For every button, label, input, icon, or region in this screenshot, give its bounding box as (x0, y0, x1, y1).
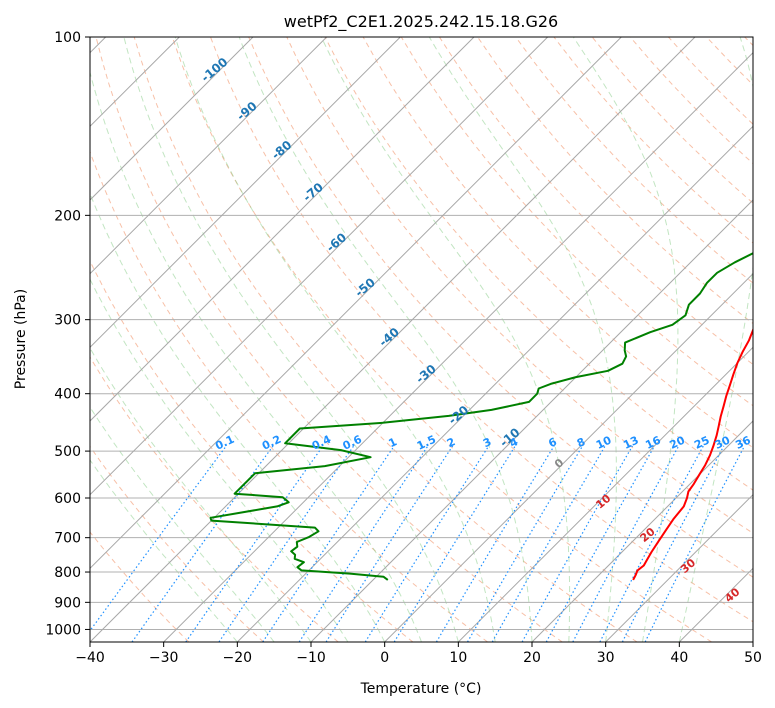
x-axis-ticks: −40 −30 −20 −10 0 10 20 30 40 50 (75, 642, 762, 666)
isotherm-line (90, 37, 254, 201)
y-tick-label: 300 (54, 313, 81, 329)
background-adiabats (90, 37, 753, 642)
dry-adiabat-line (95, 37, 563, 642)
mixing-ratio-line (131, 445, 274, 642)
temperature-profile-line (632, 327, 753, 581)
mixing-ratio-line (466, 445, 584, 642)
isotherm-line (457, 346, 753, 642)
dry-adiabat-line (515, 37, 753, 284)
moist-adiabat-line (90, 70, 422, 642)
moist-adiabat-line (123, 37, 459, 642)
mixing-ratio-label: 25 (692, 434, 711, 452)
dry-adiabat-line (90, 531, 190, 642)
moist-adiabat-line (90, 406, 275, 642)
mixing-ratio-line (644, 445, 746, 642)
plot-frame (89, 36, 754, 643)
chart-title: wetPf2_C2E1.2025.242.15.18.G26 (284, 12, 558, 32)
mixing-ratio-line (545, 445, 656, 642)
mixing-ratio-line (621, 445, 725, 642)
y-tick-label: 200 (54, 208, 81, 224)
mixing-ratio-line (435, 445, 555, 642)
y-tick-label: 600 (54, 491, 81, 507)
x-tick-label: 20 (523, 650, 541, 666)
dry-adiabat-line (210, 37, 753, 623)
x-tick-label: −40 (75, 650, 105, 666)
plot-area: -100-90-80-70-60-50-40-30-20-100.1 0.2 0.4… (90, 37, 753, 642)
profile-series (209, 252, 753, 581)
y-tick-label: 700 (54, 531, 81, 547)
dewpoint-profile-line (209, 252, 753, 581)
moist-adiabat-line (678, 37, 753, 642)
moist-adiabat-line (238, 37, 533, 642)
moist-adiabat-line (90, 459, 238, 642)
dry-adiabat-line (90, 150, 488, 642)
mixing-ratio-line (185, 445, 324, 642)
dry-adiabat-line (248, 37, 753, 578)
y-tick-label: 800 (54, 565, 81, 581)
y-tick-label: 100 (54, 30, 81, 46)
y-axis-label: Pressure (hPa) (13, 289, 29, 389)
mixing-ratio-line (325, 445, 454, 642)
mixing-ratio-label: 20 (668, 433, 688, 451)
mixing-ratio-label: 16 (643, 433, 663, 451)
isotherm-line (236, 125, 753, 642)
mixing-ratio-line (218, 445, 355, 642)
x-tick-label: −20 (223, 650, 253, 666)
moist-adiabat-line (90, 192, 386, 642)
skewed-isotherms (90, 37, 753, 642)
y-tick-label: 500 (54, 444, 81, 460)
y-axis-ticks: 1000 900 800 700 600 500 400 300 200 100 (45, 30, 90, 638)
isotherm-line (90, 37, 696, 642)
x-tick-label: −30 (149, 650, 179, 666)
x-tick-label: −10 (296, 650, 326, 666)
mixing-ratio-label: 10 (594, 433, 614, 451)
isotherm-line (384, 272, 753, 642)
dry-adiabat-line (133, 37, 638, 642)
mixing-ratio-line (521, 445, 634, 642)
isotherm-line (90, 37, 328, 275)
mixing-ratio-line (262, 445, 395, 642)
dry-adiabat-line (171, 37, 712, 642)
mixing-ratio-lines (90, 445, 746, 642)
mixing-ratio-line (393, 445, 516, 642)
dry-adiabat-line (90, 356, 339, 642)
x-tick-label: 10 (449, 650, 467, 666)
moist-adiabat-line (320, 37, 571, 642)
mixing-ratio-label: 36 (733, 433, 753, 451)
x-tick-label: 0 (380, 650, 389, 666)
isotherm-line (90, 37, 401, 349)
mixing-ratio-line (364, 445, 490, 642)
moist-adiabat-line (572, 37, 679, 642)
x-tick-label: 30 (597, 650, 615, 666)
isotherm-line (163, 51, 753, 642)
x-tick-label: 40 (670, 650, 688, 666)
isotherm-line (90, 37, 475, 422)
dry-adiabat-line (90, 445, 264, 642)
y-tick-label: 900 (54, 595, 81, 611)
y-tick-label: 1000 (45, 622, 81, 638)
moist-adiabat-line (90, 278, 349, 642)
isotherm-line (90, 37, 622, 570)
moist-adiabat-line (428, 37, 617, 642)
isotherm-line (90, 37, 549, 496)
dry-adiabat-line (400, 37, 753, 407)
mixing-ratio-label: 30 (713, 433, 733, 451)
y-tick-label: 400 (54, 387, 81, 403)
x-tick-label: 50 (744, 650, 762, 666)
mixing-ratio-line (298, 445, 429, 642)
isotherm-line (605, 493, 753, 642)
x-axis-label: Temperature (°C) (360, 681, 482, 697)
moist-adiabat-line (174, 37, 496, 642)
dry-adiabat-line (438, 37, 753, 366)
pressure-gridlines (90, 37, 753, 630)
isotherm-line (310, 199, 753, 642)
mixing-ratio-label: 13 (621, 434, 640, 452)
isotherm-line (531, 420, 753, 642)
